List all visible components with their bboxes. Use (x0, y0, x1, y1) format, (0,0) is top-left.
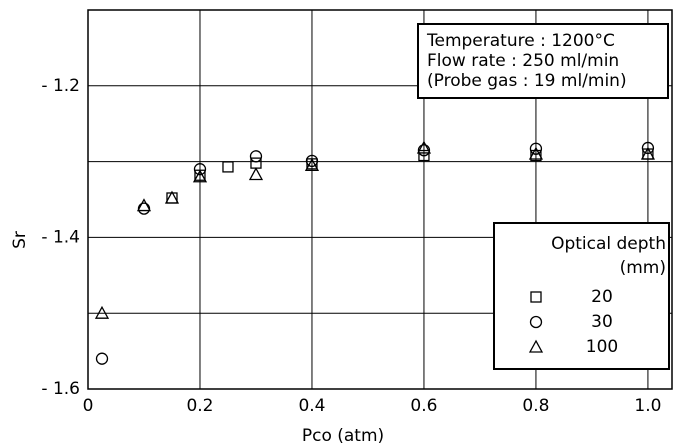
x-tick-label: 0.2 (186, 396, 213, 416)
legend-label: 100 (586, 337, 618, 357)
marker-circle (529, 142, 543, 155)
marker-square (530, 149, 542, 162)
marker-triangle (164, 190, 180, 204)
marker-triangle (248, 167, 264, 181)
x-axis-label: Pco (atm) (302, 426, 384, 445)
marker-square (418, 149, 430, 162)
marker-circle (529, 315, 543, 329)
marker-circle (305, 154, 319, 167)
legend-title: (mm) (620, 258, 666, 278)
legend-label: 20 (591, 287, 613, 307)
x-tick-label: 0.6 (410, 396, 437, 416)
x-tick-label: 0.4 (298, 396, 325, 416)
marker-circle (417, 144, 431, 157)
annotation-text: (Probe gas : 19 ml/min) (427, 71, 627, 91)
marker-square (530, 291, 542, 303)
marker-triangle (94, 305, 110, 319)
legend-box (493, 222, 670, 370)
x-tick-label: 0.8 (522, 396, 549, 416)
marker-circle (193, 163, 207, 176)
marker-circle (641, 141, 655, 155)
marker-triangle (192, 169, 208, 183)
marker-triangle (528, 339, 544, 353)
y-tick-label: - 1.6 (41, 379, 80, 399)
y-tick-label: - 1.2 (41, 76, 80, 96)
marker-triangle (528, 146, 544, 160)
y-axis-label: Sr (10, 231, 30, 249)
x-tick-label: 0 (83, 396, 94, 416)
marker-triangle (136, 198, 152, 212)
annotation-box (417, 23, 669, 99)
marker-square (250, 157, 262, 169)
x-tick-label: 1.0 (634, 396, 661, 416)
marker-triangle (416, 140, 432, 154)
annotation-text: Temperature : 1200°C (426, 31, 615, 51)
marker-square (222, 161, 234, 173)
y-tick-label: - 1.4 (41, 227, 80, 247)
marker-circle (137, 202, 151, 215)
marker-circle (249, 150, 263, 163)
legend-title: Optical depth (551, 234, 666, 254)
marker-circle (95, 352, 109, 365)
annotation-text: Flow rate : 250 ml/min (427, 51, 619, 71)
marker-triangle (304, 158, 320, 172)
legend-label: 30 (591, 312, 613, 332)
marker-triangle (640, 146, 656, 160)
